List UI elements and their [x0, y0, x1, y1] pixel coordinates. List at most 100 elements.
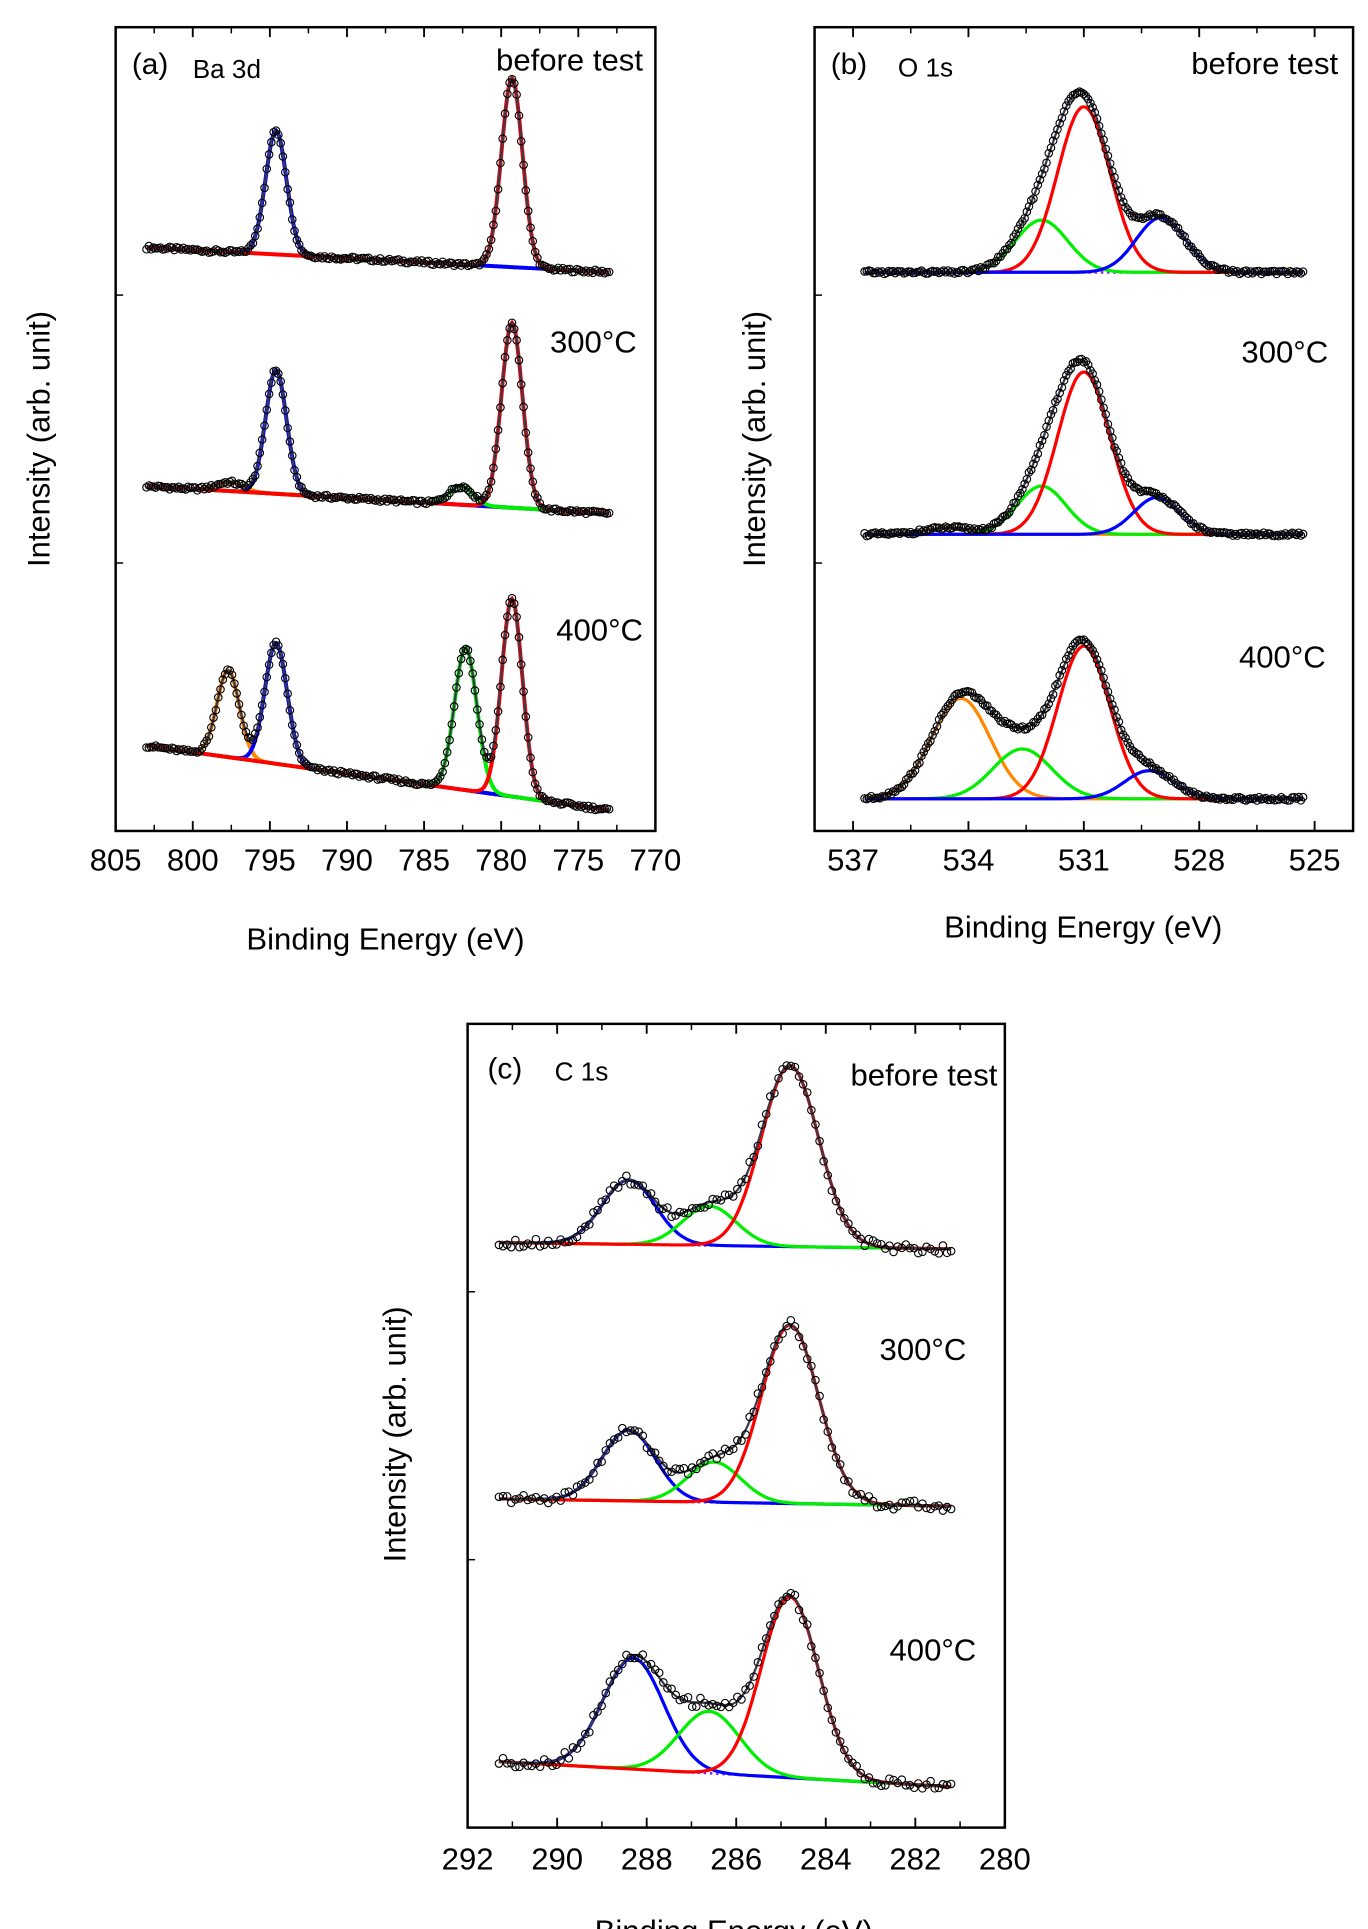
data-point: [597, 1701, 606, 1711]
spectrum-400c: [494, 1588, 956, 1793]
data-point: [207, 723, 216, 732]
data-point: [234, 699, 244, 709]
data-point: [1268, 266, 1277, 276]
data-point: [741, 1430, 750, 1439]
data-point: [1237, 794, 1246, 803]
data-point: [860, 1241, 870, 1251]
data-point: [659, 1461, 668, 1471]
panel-c-labels: (c) C 1s before test 300°C 400°C Binding…: [377, 1052, 997, 1929]
data-point: [262, 164, 272, 174]
data-point: [1053, 394, 1062, 404]
data-point: [572, 802, 582, 811]
data-point: [749, 1152, 759, 1162]
data-point: [494, 1492, 504, 1502]
data-point: [493, 707, 503, 716]
data-point: [802, 1620, 812, 1629]
panel-a-xlabel: Binding Energy (eV): [246, 922, 524, 957]
data-point: [585, 1728, 594, 1737]
data-point: [1261, 793, 1271, 803]
data-point: [1018, 485, 1027, 494]
data-point: [500, 630, 510, 640]
data-point: [946, 1246, 956, 1256]
data-point: [202, 246, 211, 255]
data-point: [794, 1072, 804, 1081]
data-point: [283, 689, 292, 698]
panel-b-element: O 1s: [898, 53, 953, 83]
data-point: [1037, 710, 1047, 720]
data-point: [897, 782, 907, 792]
data-point: [1233, 267, 1242, 276]
data-point: [823, 1703, 833, 1713]
x-tick-label: 528: [1173, 843, 1225, 878]
data-point: [604, 804, 614, 814]
data-point: [663, 1203, 672, 1212]
data-point: [1105, 159, 1115, 168]
data-point: [683, 1209, 693, 1218]
data-point: [823, 1427, 833, 1436]
spectrum-300c: [142, 318, 614, 519]
data-point: [1022, 724, 1032, 734]
data-point: [909, 1496, 919, 1506]
data-point: [209, 713, 218, 722]
data-point: [1287, 267, 1297, 277]
data-point: [794, 1605, 804, 1615]
data-point: [493, 425, 503, 435]
data-point: [589, 1208, 598, 1217]
data-point: [560, 1237, 570, 1247]
panel-c-letter: (c): [488, 1052, 523, 1085]
data-point: [1243, 530, 1253, 540]
data-point: [1024, 468, 1034, 477]
data-point: [442, 747, 452, 757]
data-point: [770, 1088, 779, 1098]
data-point: [297, 482, 306, 492]
data-point: [574, 801, 584, 810]
data-point: [285, 706, 295, 715]
data-point: [1215, 795, 1225, 804]
data-point: [1066, 364, 1075, 374]
data-point: [1112, 713, 1121, 722]
data-point: [998, 718, 1008, 727]
x-tick-label: 775: [552, 843, 604, 878]
data-point: [852, 1490, 861, 1499]
data-point: [942, 1248, 952, 1258]
data-point: [823, 1170, 833, 1180]
data-point: [445, 735, 454, 745]
data-point: [1136, 213, 1146, 222]
data-point: [197, 744, 207, 753]
panel-a: 805 800 795 790 785 780 775 770: [90, 25, 681, 878]
data-point: [613, 1665, 623, 1675]
data-point: [1037, 436, 1047, 445]
data-point: [593, 1707, 602, 1716]
component-red-779.3: [146, 75, 610, 275]
x-tick-label: 288: [621, 1842, 673, 1877]
data-point: [276, 650, 285, 660]
data-point: [1101, 681, 1111, 690]
data-point: [521, 712, 531, 721]
data-point: [1094, 660, 1104, 670]
data-point: [468, 491, 477, 500]
spectrum-300c: [494, 1315, 956, 1515]
data-point: [642, 1660, 652, 1670]
data-point: [798, 1080, 808, 1089]
data-point: [523, 448, 533, 457]
data-point: [724, 1446, 734, 1456]
data-point: [1057, 666, 1067, 675]
data-point: [285, 437, 295, 446]
data-point: [1283, 269, 1293, 279]
component-green-532.6: [864, 747, 1304, 801]
data-point: [790, 1322, 800, 1331]
envelope-line: [864, 89, 1304, 274]
data-point: [1011, 723, 1021, 732]
data-point: [494, 1240, 504, 1250]
data-point: [1226, 267, 1235, 277]
data-point: [753, 1141, 763, 1151]
data-point: [440, 493, 450, 502]
data-point: [1298, 267, 1308, 276]
data-point: [1281, 529, 1290, 538]
data-point: [496, 682, 505, 692]
data-point: [978, 523, 988, 533]
data-point: [926, 1776, 935, 1786]
data-point: [535, 498, 545, 508]
data-point: [766, 1357, 775, 1366]
data-point: [280, 167, 290, 177]
